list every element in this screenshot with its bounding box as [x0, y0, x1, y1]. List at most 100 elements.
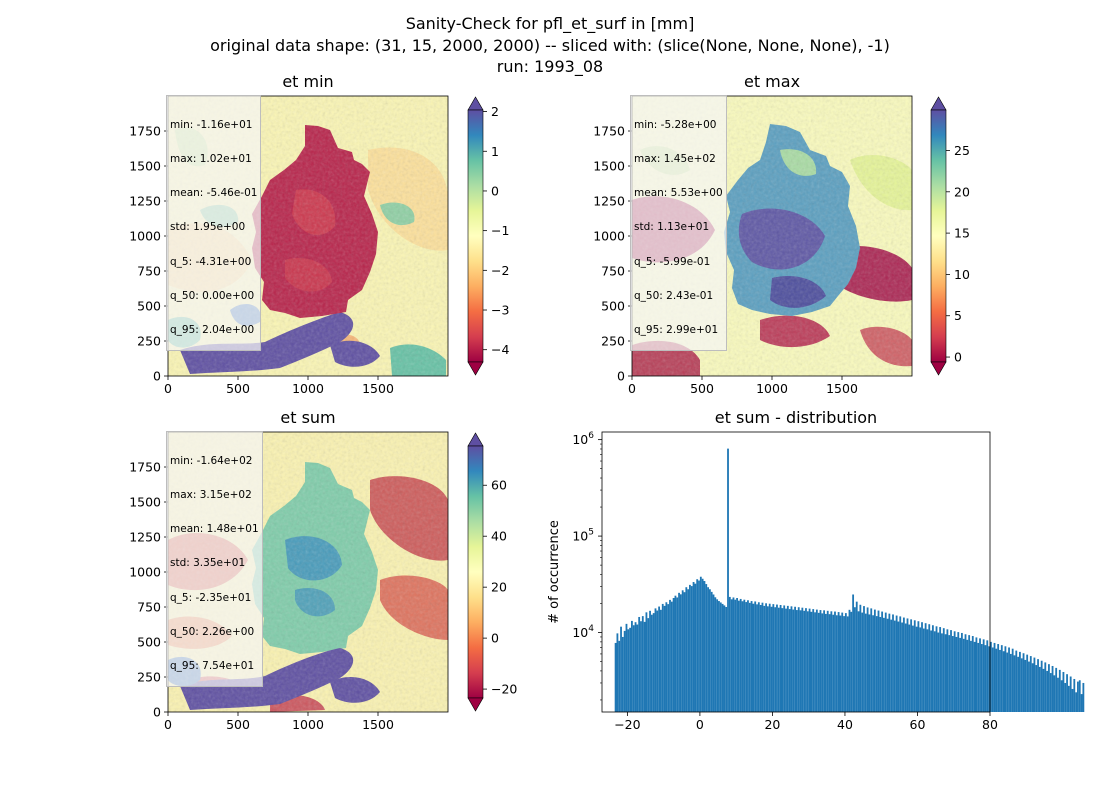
histogram-bar [763, 605, 766, 712]
map-ytick-label: 750 [601, 264, 625, 279]
hist-xtick-label: 40 [837, 717, 853, 732]
histogram-bar [946, 629, 949, 712]
histogram-bar [995, 648, 998, 712]
histogram-bar [777, 607, 780, 712]
histogram-bar [669, 599, 671, 712]
histogram-bar [906, 618, 909, 712]
histogram-bar [692, 582, 695, 712]
histogram-bar [694, 583, 697, 712]
histogram-bar [910, 619, 913, 712]
histogram-bar [725, 606, 728, 712]
histogram-bar [844, 613, 847, 712]
histogram-bar [1022, 653, 1025, 712]
histogram-bar [698, 580, 700, 712]
histogram-bar [1064, 682, 1067, 712]
map-ytick-label: 1500 [129, 159, 161, 174]
histogram-bar [897, 621, 900, 712]
histogram-bar [794, 606, 796, 712]
histogram-bar [864, 613, 867, 712]
hist-ytick-label: 105 [572, 528, 594, 544]
histogram-bar [745, 602, 748, 712]
histogram-bar [922, 628, 925, 712]
map-ytick-label: 1750 [129, 124, 161, 139]
histogram-bar [1031, 663, 1034, 712]
histogram-bar [689, 584, 691, 712]
histogram-bar [1042, 668, 1045, 712]
map-ytick-label: 1000 [129, 565, 161, 580]
histogram-bar [614, 642, 617, 712]
histogram-bar [859, 604, 862, 712]
histogram-bar [1008, 647, 1010, 712]
histogram-bar [875, 616, 878, 712]
map-ytick-label: 0 [617, 369, 625, 384]
histogram-bar [854, 607, 856, 712]
histogram-bar [1020, 658, 1023, 712]
stat-line: min: -5.28e+00 [634, 118, 717, 131]
histogram-bar [1055, 667, 1058, 712]
histogram-bars [614, 448, 1085, 712]
histogram-bar [863, 606, 865, 712]
histogram-bar [792, 609, 795, 712]
histogram-bar [783, 605, 786, 712]
colorbar-tick-label: 60 [491, 478, 507, 493]
histogram-bar [959, 637, 961, 712]
colorbar-et-sum: −20 0 20 40 60 [467, 432, 517, 712]
histogram-bar [890, 619, 893, 712]
map-ytick-label: 750 [137, 264, 161, 279]
stat-line: mean: 5.53e+00 [634, 187, 723, 200]
histogram-bar [616, 633, 619, 712]
histogram-bar [997, 644, 1000, 712]
map-ytick-label: 1250 [593, 194, 625, 209]
map-ytick-label: 1000 [593, 229, 625, 244]
histogram-bar [915, 626, 918, 712]
stat-line: std: 1.95e+00 [170, 221, 246, 234]
histogram-bar [826, 610, 829, 712]
histogram-bar [681, 590, 684, 712]
histogram-bar [1004, 646, 1007, 712]
histogram-bar [808, 608, 811, 712]
map-ytick-label: 1250 [129, 530, 161, 545]
histogram-bar [881, 611, 884, 712]
histogram-bar [901, 622, 903, 712]
histogram-bar [732, 597, 735, 712]
histogram-bar [801, 607, 804, 712]
histogram-bar [756, 604, 758, 712]
histogram-bar [705, 584, 708, 712]
histogram-bar [734, 599, 737, 712]
histogram-bar [1009, 653, 1012, 712]
histogram-bar [973, 641, 976, 712]
stat-line: q_5: -4.31e+00 [170, 255, 252, 268]
map-ytick-label: 500 [601, 299, 625, 314]
histogram-bar [1038, 666, 1041, 712]
histogram-bar [1029, 656, 1032, 712]
histogram-bar [1048, 664, 1050, 712]
colorbar-tick-label: 20 [491, 580, 507, 595]
histogram-bar [964, 634, 967, 712]
histogram-bar [942, 628, 945, 712]
histogram-bar [999, 649, 1001, 712]
colorbar-tick-label: 0 [954, 350, 962, 365]
histogram-bar [759, 604, 762, 712]
histogram-bar [741, 601, 744, 712]
histogram-bar [895, 615, 898, 712]
map-xtick-label: 500 [226, 717, 250, 732]
histogram-bar [1069, 676, 1072, 712]
histogram-bar [888, 613, 891, 712]
histogram-bar [939, 627, 942, 712]
stat-line: q_95: 2.99e+01 [634, 324, 719, 337]
histogram-bar [1067, 685, 1070, 712]
histogram-bar [737, 600, 740, 712]
histogram-bar [893, 620, 896, 712]
stat-line: max: 1.45e+02 [634, 153, 716, 166]
histogram-bar [806, 611, 809, 712]
histogram-bar [941, 633, 943, 712]
histogram-bar [712, 594, 715, 712]
colorbar-et-max-ticks: 0 5 10 15 20 25 [946, 143, 970, 365]
histogram-bar [685, 587, 688, 712]
histogram-bar [1035, 665, 1038, 712]
histogram-bar [877, 610, 880, 712]
stat-line: std: 1.13e+01 [634, 221, 710, 234]
panel-title-et-sum: et sum [280, 408, 336, 427]
histogram-bar [966, 639, 969, 712]
histogram-bar [832, 614, 835, 712]
